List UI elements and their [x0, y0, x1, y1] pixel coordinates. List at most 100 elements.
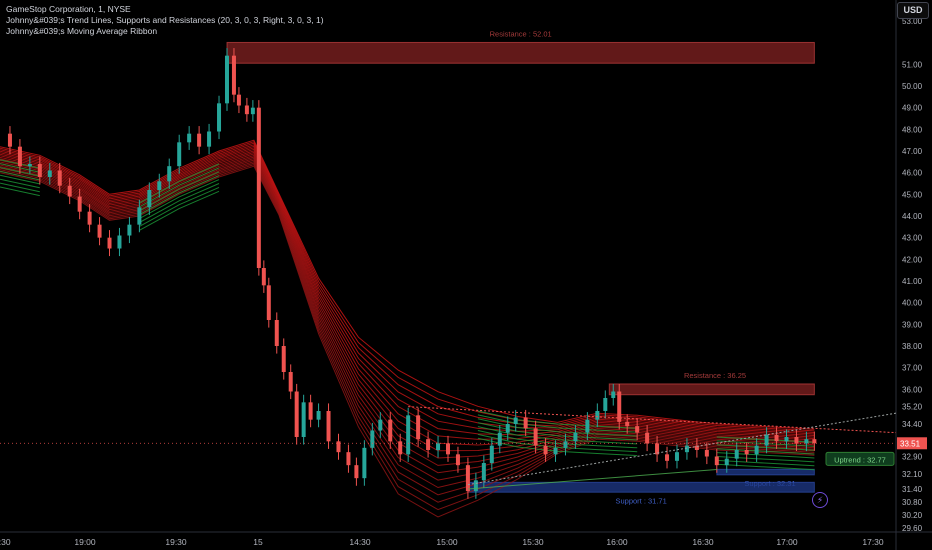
y-tick-label: 34.40: [902, 420, 923, 429]
candle-down: [388, 419, 393, 442]
ribbon-line-red: [0, 156, 815, 474]
ribbon-line-green: [0, 186, 40, 197]
ribbon-line-red: [0, 150, 815, 446]
currency-button[interactable]: USD: [897, 2, 929, 19]
ribbon-line-red: [0, 157, 815, 481]
ribbon-line-green: [0, 170, 40, 181]
ribbon-line-red: [0, 160, 815, 496]
ribbon-line-red: [0, 163, 815, 511]
candle-down: [704, 450, 709, 457]
y-tick-label: 30.80: [902, 498, 923, 507]
candle-down: [812, 439, 817, 444]
candle-down: [523, 417, 528, 429]
candle-down: [261, 268, 266, 286]
candle-up: [217, 103, 222, 132]
candle-down: [266, 285, 271, 320]
candle-down: [446, 443, 450, 455]
candle-up: [207, 131, 212, 147]
candle-down: [744, 450, 749, 455]
candle-up: [734, 450, 739, 459]
y-tick-label: 53.00: [902, 17, 923, 26]
candle-up: [316, 411, 321, 420]
candle-down: [336, 441, 341, 453]
candle-up: [250, 107, 255, 115]
y-tick-label: 38.00: [902, 342, 923, 351]
y-tick-label: 48.00: [902, 125, 923, 134]
candle-up: [127, 224, 132, 236]
ribbon-line-green: [139, 175, 220, 216]
candle-up: [27, 164, 32, 167]
candle-down: [57, 170, 62, 186]
candle-up: [489, 445, 494, 463]
resistance-zone: [608, 383, 815, 396]
y-tick-label: 41.00: [902, 277, 923, 286]
candle-up: [674, 452, 679, 461]
y-tick-label: 42.00: [902, 255, 923, 264]
tradingview-logo-icon[interactable]: ⚡: [812, 492, 828, 508]
candle-down: [308, 402, 313, 420]
candle-down: [645, 432, 650, 444]
candle-down: [398, 441, 403, 455]
y-tick-label: 50.00: [902, 82, 923, 91]
candle-down: [416, 415, 421, 440]
x-tick-label: 15:00: [436, 537, 458, 547]
candle-up: [603, 398, 608, 411]
ribbon-line-green: [139, 167, 220, 208]
x-tick-label: 16:30: [692, 537, 714, 547]
candle-down: [655, 443, 660, 455]
candle-up: [370, 430, 375, 448]
candle-up: [505, 424, 510, 433]
x-tick-label: 19:00: [74, 537, 96, 547]
last-price-badge: [897, 437, 927, 450]
y-tick-label: 32.10: [902, 470, 923, 479]
y-tick-label: 46.00: [902, 169, 923, 178]
candle-down: [197, 133, 202, 147]
support-zone: [716, 468, 815, 476]
candle-down: [426, 439, 431, 450]
ribbon-line-green: [139, 163, 220, 204]
candle-down: [694, 445, 699, 450]
candle-down: [288, 372, 293, 392]
ribbon-line-green: [477, 430, 638, 449]
y-tick-label: 44.00: [902, 212, 923, 221]
candle-down: [617, 391, 622, 422]
y-tick-label: 30.20: [902, 511, 923, 520]
candle-down: [67, 185, 72, 197]
candle-up: [177, 142, 182, 167]
y-tick-label: 39.00: [902, 320, 923, 329]
ribbon-line-red: [0, 145, 815, 436]
candle-down: [17, 146, 22, 167]
ribbon-line-red: [0, 159, 815, 489]
ribbon-line-green: [477, 410, 638, 429]
chart-legend: GameStop Corporation, 1, NYSE Johnny&#03…: [6, 4, 324, 37]
candle-down: [346, 452, 351, 466]
candle-down: [794, 437, 799, 444]
candle-down: [465, 465, 470, 492]
candle-up: [754, 445, 759, 455]
ribbon-line-red: [0, 151, 815, 452]
uptrend-badge: [825, 451, 895, 466]
y-tick-label: 36.00: [902, 385, 923, 394]
candle-up: [187, 133, 192, 143]
ribbon-line-red: [0, 165, 815, 518]
candle-down: [665, 454, 670, 461]
ribbon-line-red: [0, 142, 815, 433]
y-tick-label: 37.00: [902, 364, 923, 373]
trend-line: [467, 412, 897, 486]
candle-down: [97, 224, 102, 238]
candle-up: [764, 434, 769, 446]
candle-down: [244, 105, 249, 115]
ribbon-line-green: [139, 179, 220, 220]
candle-down: [236, 94, 241, 106]
candle-down: [231, 55, 236, 95]
candle-down: [7, 133, 12, 147]
candle-down: [714, 456, 719, 466]
ribbon-line-red: [0, 141, 815, 432]
candle-down: [256, 107, 261, 269]
ribbon-line-red: [0, 147, 815, 438]
x-tick-label: 17:30: [862, 537, 884, 547]
candle-up: [117, 235, 122, 249]
x-tick-label: 19:30: [165, 537, 187, 547]
candle-up: [167, 166, 172, 182]
